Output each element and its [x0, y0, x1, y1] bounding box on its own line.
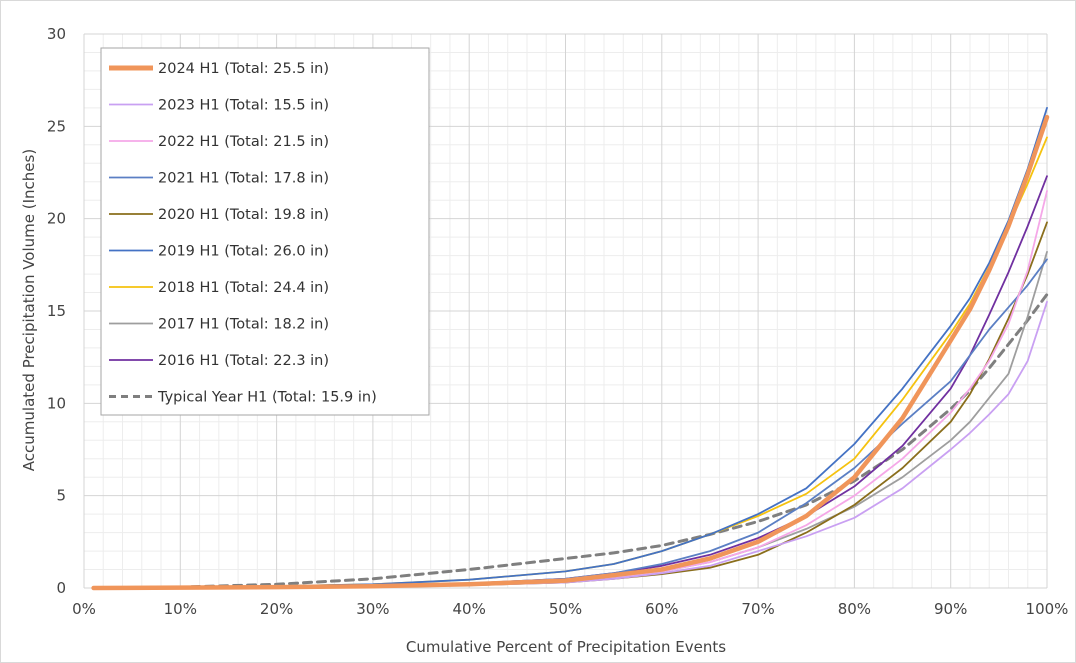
x-tick-label: 30%: [356, 600, 389, 618]
legend: 2024 H1 (Total: 25.5 in) 2023 H1 (Total: …: [100, 47, 430, 416]
y-tick-label: 5: [56, 487, 66, 505]
series-line-2024: [91, 114, 1050, 591]
legend-label-2023: 2023 H1 (Total: 15.5 in): [158, 98, 329, 114]
y-axis-ticks: 0 5 10 15 20 25 30: [47, 25, 66, 597]
x-tick-label: 90%: [934, 600, 967, 618]
legend-label-2022: 2022 H1 (Total: 21.5 in): [158, 134, 329, 150]
y-tick-label: 10: [47, 394, 66, 412]
y-tick-label: 0: [56, 579, 66, 597]
legend-label-2020: 2020 H1 (Total: 19.8 in): [158, 207, 329, 223]
x-axis-ticks: 0% 10% 20% 30% 40% 50% 60% 70% 80% 90% 100%: [72, 600, 1068, 618]
series-line-typical: [92, 292, 1049, 590]
x-tick-label: 0%: [72, 600, 96, 618]
x-tick-label: 40%: [453, 600, 486, 618]
y-tick-label: 15: [47, 302, 66, 320]
y-tick-label: 25: [47, 117, 66, 135]
x-axis-title: Cumulative Percent of Precipitation Even…: [406, 638, 726, 656]
series-layer: [91, 107, 1050, 591]
x-tick-label: 50%: [549, 600, 582, 618]
legend-label-2017: 2017 H1 (Total: 18.2 in): [158, 317, 329, 333]
legend-label-2016: 2016 H1 (Total: 22.3 in): [158, 353, 329, 369]
x-tick-label: 100%: [1026, 600, 1069, 618]
x-tick-label: 20%: [260, 600, 293, 618]
x-tick-label: 60%: [645, 600, 678, 618]
y-axis-title: Accumulated Precipitation Volume (Inches…: [20, 149, 38, 471]
legend-label-2024: 2024 H1 (Total: 25.5 in): [158, 61, 329, 77]
legend-label-typical: Typical Year H1 (Total: 15.9 in): [157, 390, 377, 406]
x-tick-label: 80%: [838, 600, 871, 618]
y-tick-label: 30: [47, 25, 66, 43]
x-tick-label: 10%: [164, 600, 197, 618]
legend-label-2019: 2019 H1 (Total: 26.0 in): [158, 244, 329, 260]
legend-label-2021: 2021 H1 (Total: 17.8 in): [158, 171, 329, 187]
legend-box: [100, 47, 430, 416]
x-tick-label: 70%: [741, 600, 774, 618]
y-tick-label: 20: [47, 210, 66, 228]
legend-label-2018: 2018 H1 (Total: 24.4 in): [158, 280, 329, 296]
